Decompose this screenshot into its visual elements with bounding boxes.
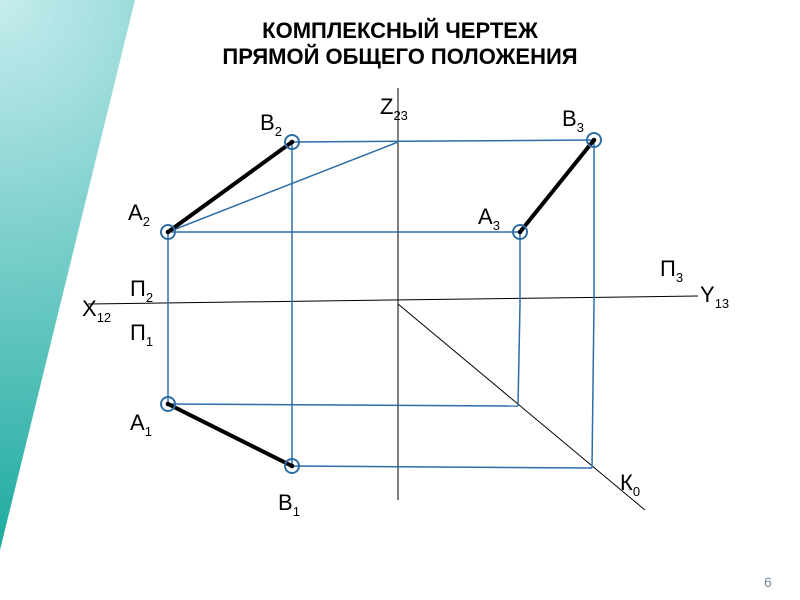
construction-line xyxy=(168,142,398,232)
projection-segment xyxy=(168,142,292,232)
point-B1-dot xyxy=(290,464,295,469)
projection-segment xyxy=(520,140,594,232)
page-number: 6 xyxy=(764,574,772,590)
diagram-stage: Z23 X12 Y13 К0 П1 П2 П3 А1 А2 А3 В1 В2 В3 xyxy=(0,0,800,600)
construction-line xyxy=(292,140,594,142)
svg-text:К0: К0 xyxy=(620,470,640,499)
construction-line xyxy=(168,404,518,406)
svg-text:В1: В1 xyxy=(278,490,300,519)
svg-text:В2: В2 xyxy=(260,110,282,139)
point-A3-dot xyxy=(518,230,523,235)
axis-x xyxy=(88,296,698,304)
axis-k xyxy=(398,304,645,510)
svg-text:X12: X12 xyxy=(82,296,111,325)
svg-text:А3: А3 xyxy=(478,204,500,233)
construction-line xyxy=(292,466,592,468)
svg-text:П3: П3 xyxy=(660,256,683,285)
svg-text:А1: А1 xyxy=(130,410,152,439)
point-B3-dot xyxy=(592,138,597,143)
point-A2-dot xyxy=(166,230,171,235)
svg-text:Z23: Z23 xyxy=(380,94,408,123)
svg-text:П2: П2 xyxy=(130,276,153,305)
construction-line xyxy=(592,304,594,468)
projection-segment xyxy=(168,404,292,466)
svg-text:П1: П1 xyxy=(130,320,153,349)
point-A1-dot xyxy=(166,402,171,407)
point-B2-dot xyxy=(290,140,295,145)
svg-text:А2: А2 xyxy=(128,200,150,229)
construction-line xyxy=(518,304,520,406)
svg-text:В3: В3 xyxy=(562,106,584,135)
svg-text:Y13: Y13 xyxy=(700,282,729,311)
